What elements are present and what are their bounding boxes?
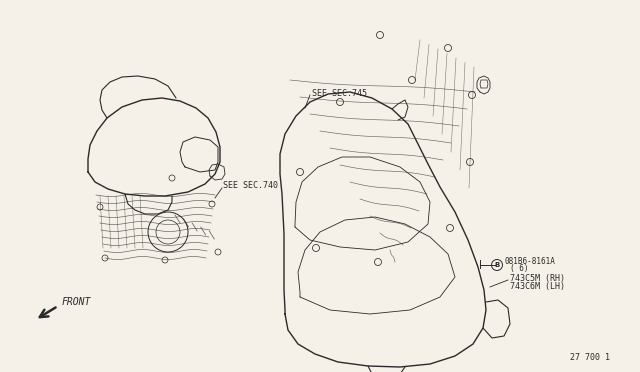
Text: 743C6M (LH): 743C6M (LH): [510, 282, 565, 292]
Text: 27 700 1: 27 700 1: [570, 353, 610, 362]
Text: 081B6-8161A: 081B6-8161A: [505, 257, 556, 266]
Text: ( 6): ( 6): [510, 264, 529, 273]
Text: FRONT: FRONT: [62, 297, 92, 307]
Text: SEE SEC.740: SEE SEC.740: [223, 180, 278, 189]
Text: 743C5M (RH): 743C5M (RH): [510, 273, 565, 282]
Text: SEE SEC.745: SEE SEC.745: [312, 89, 367, 97]
Text: B: B: [494, 262, 500, 268]
